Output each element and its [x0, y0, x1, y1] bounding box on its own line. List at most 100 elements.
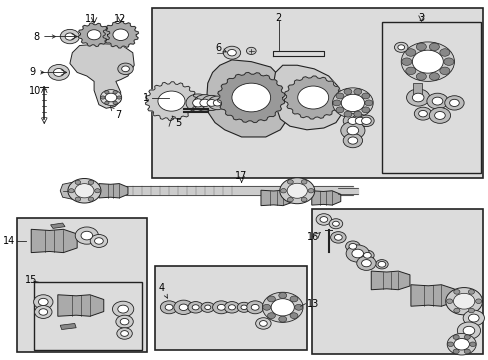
Circle shape [343, 134, 362, 148]
Circle shape [201, 95, 222, 111]
Bar [17, 218, 147, 352]
Text: 16: 16 [306, 232, 319, 242]
Circle shape [453, 289, 459, 294]
Circle shape [347, 117, 357, 125]
Circle shape [118, 305, 128, 313]
Circle shape [453, 308, 459, 313]
Polygon shape [261, 190, 292, 206]
Circle shape [358, 115, 373, 127]
Circle shape [94, 238, 103, 244]
Circle shape [212, 301, 229, 314]
Circle shape [289, 313, 297, 319]
Text: 9: 9 [30, 67, 44, 77]
Circle shape [361, 260, 370, 267]
Circle shape [315, 214, 331, 225]
Circle shape [319, 217, 327, 222]
Polygon shape [60, 182, 84, 200]
Circle shape [446, 299, 452, 303]
Circle shape [120, 319, 129, 325]
Circle shape [68, 179, 101, 203]
Circle shape [351, 249, 363, 258]
Circle shape [193, 95, 216, 111]
Text: 15: 15 [25, 275, 37, 285]
Circle shape [346, 245, 368, 262]
Circle shape [60, 30, 80, 44]
Circle shape [39, 309, 47, 315]
Circle shape [224, 302, 239, 313]
Circle shape [294, 304, 302, 310]
Circle shape [206, 99, 216, 106]
Circle shape [418, 111, 427, 117]
Circle shape [397, 45, 404, 50]
Circle shape [301, 197, 306, 202]
Polygon shape [31, 229, 77, 253]
Text: 10: 10 [28, 86, 41, 96]
Text: 17: 17 [235, 171, 247, 181]
Circle shape [75, 184, 94, 198]
Circle shape [345, 241, 359, 252]
Circle shape [328, 219, 342, 229]
Circle shape [117, 96, 121, 99]
Circle shape [117, 328, 132, 339]
Circle shape [88, 197, 94, 201]
Circle shape [287, 180, 293, 184]
Circle shape [361, 117, 370, 125]
Circle shape [330, 231, 346, 243]
Circle shape [113, 29, 128, 41]
Polygon shape [284, 76, 342, 119]
Circle shape [95, 189, 100, 193]
Circle shape [405, 67, 415, 75]
Circle shape [259, 320, 267, 326]
Circle shape [267, 313, 275, 319]
Circle shape [462, 310, 484, 326]
Circle shape [355, 117, 364, 125]
Circle shape [401, 58, 411, 66]
Circle shape [334, 234, 342, 240]
Circle shape [431, 97, 442, 105]
Circle shape [90, 234, 107, 247]
Circle shape [343, 114, 362, 128]
Circle shape [165, 305, 173, 310]
Text: 3: 3 [418, 13, 424, 23]
Circle shape [35, 306, 52, 319]
Circle shape [262, 304, 270, 310]
Text: 1: 1 [142, 93, 148, 103]
Circle shape [75, 227, 98, 244]
Circle shape [332, 88, 372, 118]
Circle shape [444, 96, 463, 110]
Circle shape [286, 183, 307, 198]
Circle shape [343, 111, 351, 117]
Bar [412, 83, 421, 94]
Polygon shape [78, 23, 110, 46]
Circle shape [87, 30, 101, 40]
Circle shape [246, 47, 256, 54]
Circle shape [415, 73, 426, 80]
Text: 8: 8 [33, 32, 56, 41]
Circle shape [75, 180, 81, 184]
Text: 2: 2 [275, 13, 282, 23]
Circle shape [39, 298, 48, 306]
Circle shape [428, 73, 439, 80]
Circle shape [411, 93, 423, 102]
Text: 12: 12 [113, 14, 125, 24]
Polygon shape [145, 82, 197, 121]
Circle shape [343, 89, 351, 95]
Bar [311, 209, 483, 354]
Circle shape [121, 330, 128, 336]
Circle shape [208, 96, 226, 110]
Circle shape [361, 93, 369, 99]
Circle shape [179, 304, 187, 311]
Circle shape [462, 326, 474, 335]
Circle shape [474, 299, 481, 303]
Circle shape [100, 90, 122, 105]
Circle shape [160, 301, 178, 314]
Circle shape [452, 349, 458, 354]
Circle shape [104, 101, 109, 104]
Circle shape [228, 305, 235, 310]
Circle shape [468, 314, 478, 322]
Polygon shape [60, 323, 76, 329]
Circle shape [439, 49, 449, 56]
Circle shape [174, 300, 193, 315]
Text: 13: 13 [306, 299, 319, 309]
Text: 14: 14 [3, 236, 15, 246]
